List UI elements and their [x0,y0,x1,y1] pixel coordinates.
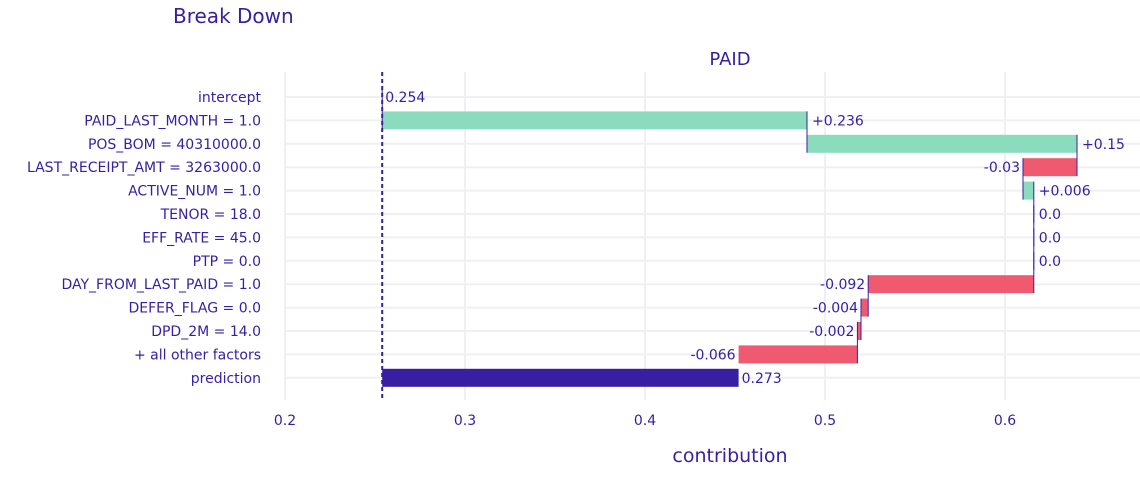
data-label: 0.0 [1039,254,1061,270]
data-label: 0.0 [1039,207,1061,223]
data-label: 0.0 [1039,230,1061,246]
y-label: intercept [198,90,262,106]
data-label: +0.15 [1082,137,1125,153]
data-label: -0.066 [690,347,735,363]
y-label: EFF_RATE = 45.0 [142,230,261,246]
y-label: DEFER_FLAG = 0.0 [128,301,261,317]
x-tick-label: 0.5 [814,413,836,429]
bar-negative [868,275,1034,294]
x-tick-label: 0.4 [634,413,656,429]
y-label: POS_BOM = 40310000.0 [88,137,261,153]
y-label: prediction [191,371,261,387]
bar-negative [857,322,861,340]
x-tick-label: 0.3 [454,413,476,429]
data-label: -0.092 [820,277,865,293]
bar-negative [861,298,869,317]
y-label: PAID_LAST_MONTH = 1.0 [84,113,261,129]
y-label: + all other factors [134,347,261,363]
data-labels: 0.254 +0.236 +0.15 -0.03 +0.006 0.0 0.0 0.0 -0.0… [385,90,1125,387]
y-label: DPD_2M = 14.0 [151,324,261,340]
x-tick-label: 0.6 [994,413,1016,429]
data-label: +0.236 [812,113,864,129]
y-label: DAY_FROM_LAST_PAID = 1.0 [61,277,261,293]
data-label: -0.004 [813,301,858,317]
bar-negative [1023,158,1077,177]
y-label: LAST_RECEIPT_AMT = 3263000.0 [27,160,261,176]
bar-positive [807,134,1077,153]
x-axis-label: contribution [672,445,787,467]
chart-title: Break Down [173,4,294,28]
x-tick-label: 0.2 [274,413,296,429]
bar-negative [738,345,858,364]
data-label: 0.254 [385,90,425,106]
y-label: TENOR = 18.0 [160,207,261,223]
data-label: +0.006 [1039,184,1091,200]
bar-prediction [382,368,739,387]
data-label: -0.03 [984,160,1020,176]
bar-positive [1023,181,1034,200]
y-axis-labels: intercept PAID_LAST_MONTH = 1.0 POS_BOM = … [27,90,262,387]
bars [382,111,1077,387]
y-label: ACTIVE_NUM = 1.0 [128,184,261,200]
data-label: 0.273 [742,371,782,387]
x-axis-ticks: 0.2 0.3 0.4 0.5 0.6 [274,413,1016,429]
connectors [381,72,1078,400]
chart-subtitle: PAID [709,49,750,70]
data-label: -0.002 [809,324,854,340]
bar-positive [382,111,807,130]
y-label: PTP = 0.0 [193,254,261,270]
